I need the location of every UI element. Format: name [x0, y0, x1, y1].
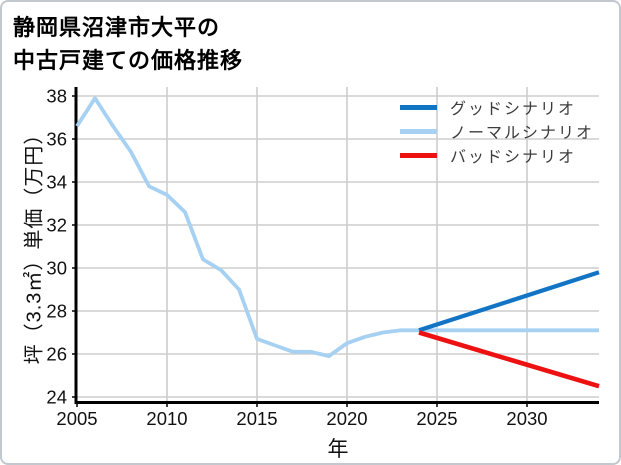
chart-title: 静岡県沼津市大平の 中古戸建ての価格推移 [13, 11, 243, 77]
x-axis-label: 年 [327, 438, 349, 461]
svg-text:32: 32 [46, 215, 67, 236]
legend-row-normal: ノーマルシナリオ [400, 119, 594, 143]
legend-label-normal: ノーマルシナリオ [450, 125, 595, 142]
y-axis-label: 坪（3.3㎡）単価（万円） [23, 123, 46, 365]
svg-text:28: 28 [46, 300, 67, 321]
legend-row-bad: バッドシナリオ [400, 143, 594, 167]
svg-text:2020: 2020 [326, 408, 367, 429]
svg-text:26: 26 [46, 343, 67, 364]
legend-row-good: グッドシナリオ [400, 95, 594, 119]
svg-text:30: 30 [46, 257, 67, 278]
svg-text:38: 38 [46, 86, 67, 107]
chart-title-line2: 中古戸建ての価格推移 [13, 48, 244, 73]
normal-scenario-line-swatch [400, 128, 437, 134]
svg-text:2015: 2015 [236, 408, 277, 429]
bad-scenario-line-swatch [400, 152, 437, 158]
svg-text:2025: 2025 [416, 408, 457, 429]
legend-label-bad: バッドシナリオ [450, 149, 577, 166]
svg-text:24: 24 [46, 386, 67, 407]
svg-text:2005: 2005 [56, 408, 97, 429]
svg-text:36: 36 [46, 129, 67, 150]
svg-text:2030: 2030 [506, 408, 547, 429]
chart-title-line1: 静岡県沼津市大平の [13, 15, 221, 40]
legend-label-good: グッドシナリオ [450, 101, 577, 118]
good-scenario-line-swatch [400, 104, 437, 110]
svg-text:34: 34 [46, 172, 67, 193]
legend: グッドシナリオ ノーマルシナリオ バッドシナリオ [400, 95, 594, 167]
svg-text:2010: 2010 [146, 408, 187, 429]
